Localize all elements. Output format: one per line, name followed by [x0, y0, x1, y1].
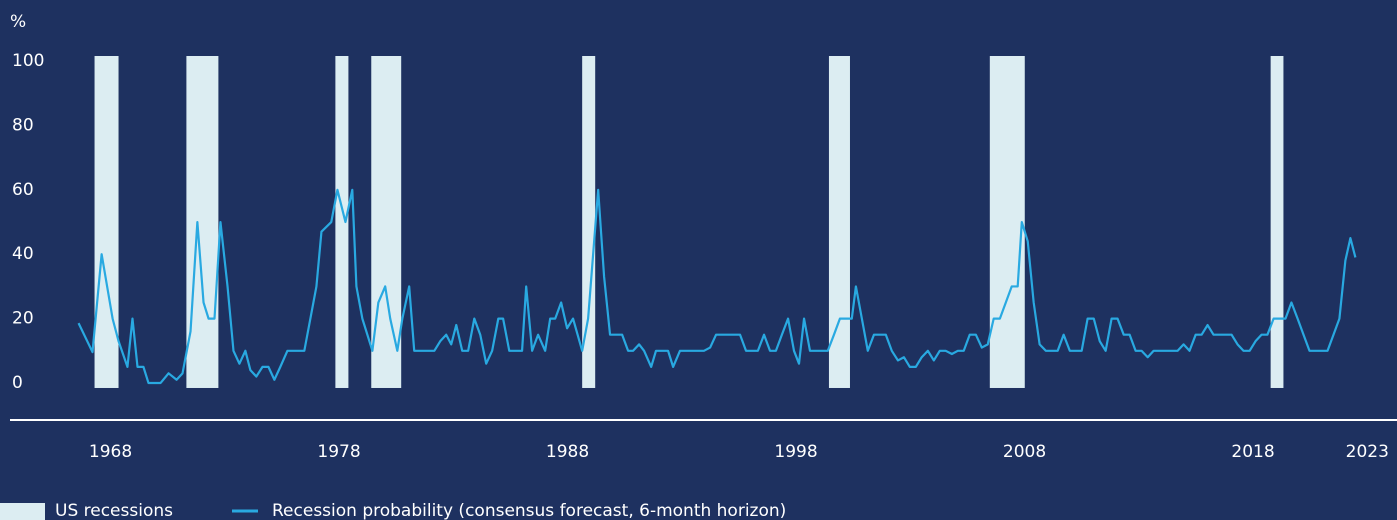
x-tick-label: 2018 — [1231, 442, 1274, 462]
recession-band — [1270, 56, 1284, 388]
y-tick-label: 100 — [12, 51, 44, 71]
legend-label: Recession probability (consensus forecas… — [272, 501, 786, 520]
legend-swatch — [0, 503, 45, 520]
recession-band — [94, 56, 119, 388]
y-tick-label: 0 — [12, 373, 23, 393]
recession-band — [335, 56, 349, 388]
recession-band — [186, 56, 219, 388]
recession-band — [828, 56, 850, 388]
y-tick-label: 60 — [12, 180, 34, 200]
legend-label: US recessions — [55, 501, 173, 520]
x-tick-label: 2023 — [1346, 442, 1389, 462]
recession-band — [989, 56, 1025, 388]
x-tick-label: 1998 — [774, 442, 817, 462]
recession-band — [582, 56, 596, 388]
x-tick-label: 1968 — [89, 442, 132, 462]
recession-band — [371, 56, 402, 388]
y-tick-label: 80 — [12, 115, 34, 135]
y-axis-label: % — [10, 12, 26, 32]
series-line — [77, 188, 1357, 385]
x-tick-label: 1988 — [546, 442, 589, 462]
x-tick-label: 1978 — [317, 442, 360, 462]
y-tick-label: 20 — [12, 309, 34, 329]
x-tick-label: 2008 — [1003, 442, 1046, 462]
y-tick-label: 40 — [12, 244, 34, 264]
